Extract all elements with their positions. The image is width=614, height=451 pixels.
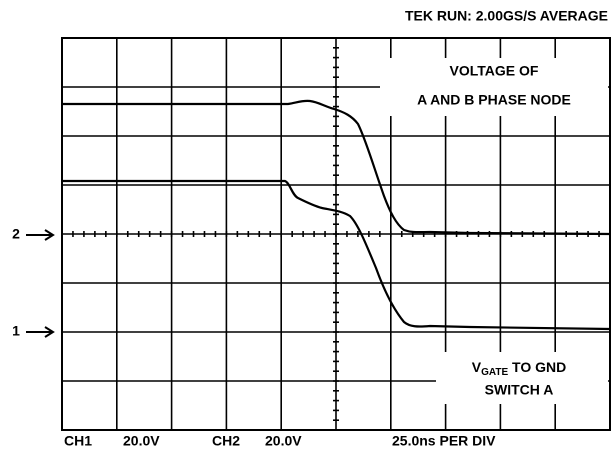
footer-text: CH2 (212, 433, 240, 449)
trace-label: VGATE TO GND (472, 359, 566, 378)
trace-label: VOLTAGE OF (450, 63, 539, 79)
footer-text: CH1 (64, 433, 92, 449)
trace-vgate (62, 179, 611, 331)
header-title: TEK RUN: 2.00GS/S AVERAGE (405, 8, 608, 24)
footer-text: 20.0V (123, 433, 160, 449)
symbol: V (472, 359, 482, 375)
subscript: GATE (481, 367, 508, 378)
channel-marker: 2 (12, 226, 20, 242)
text: TO GND (508, 359, 566, 375)
trace-label: A AND B PHASE NODE (417, 92, 571, 108)
marker-arrow (26, 229, 55, 241)
label-bg (436, 352, 608, 404)
channel-marker: 1 (12, 323, 20, 339)
label-bg (380, 58, 608, 116)
marker-arrow (26, 326, 55, 338)
trace-phase-node (62, 99, 611, 236)
trace-label: SWITCH A (485, 382, 554, 398)
footer-text: 25.0ns PER DIV (392, 433, 496, 449)
footer-text: 20.0V (265, 433, 302, 449)
